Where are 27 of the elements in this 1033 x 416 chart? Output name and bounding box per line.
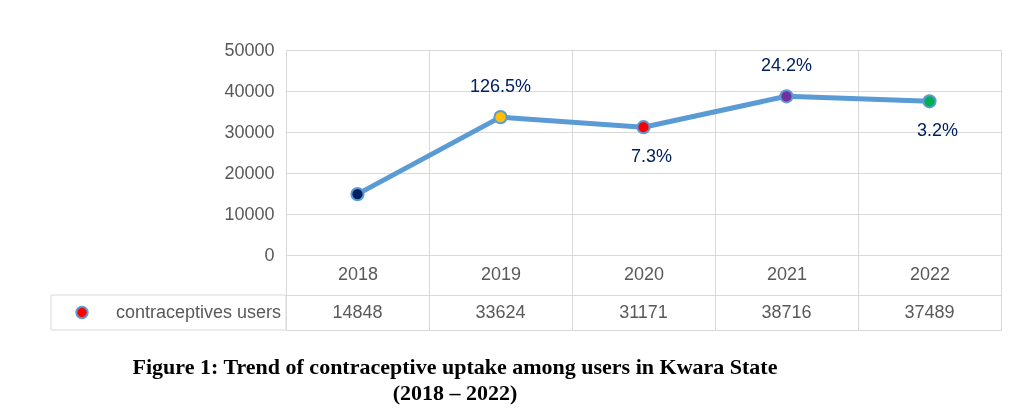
x-tick-label: 2019: [480, 263, 522, 284]
y-tick-label: 20000: [224, 162, 275, 183]
point: [922, 94, 937, 109]
data-label: 31171: [619, 301, 668, 322]
data-label: 14848: [332, 301, 383, 322]
data-label: 37489: [904, 301, 955, 322]
point: [636, 120, 651, 135]
y-tick-label: 50000: [224, 39, 275, 60]
annotation: 24.2%: [760, 55, 813, 76]
data-label: 33624: [475, 301, 526, 322]
annotation: 7.3%: [630, 146, 673, 167]
legend-label: contraceptives users: [115, 301, 281, 322]
x-tick-label: 2022: [909, 263, 951, 284]
point: [493, 110, 508, 125]
x-tick-label: 2018: [337, 263, 379, 284]
point: [779, 89, 794, 104]
x-tick-label: 2021: [766, 263, 808, 284]
y-tick-label: 30000: [224, 121, 275, 142]
y-tick-label: 0: [264, 244, 275, 265]
y-tick-label: 10000: [224, 203, 275, 224]
annotation: 3.2%: [916, 120, 959, 141]
data-label: 38716: [761, 301, 812, 322]
y-tick-label: 40000: [224, 80, 275, 101]
text: Figure 1: Trend of contraceptive uptake among users in Kwara State (2018 – 2022): [131, 354, 779, 406]
point: [350, 187, 365, 202]
x-tick-label: 2020: [623, 263, 665, 284]
annotation: 126.5%: [469, 76, 532, 97]
